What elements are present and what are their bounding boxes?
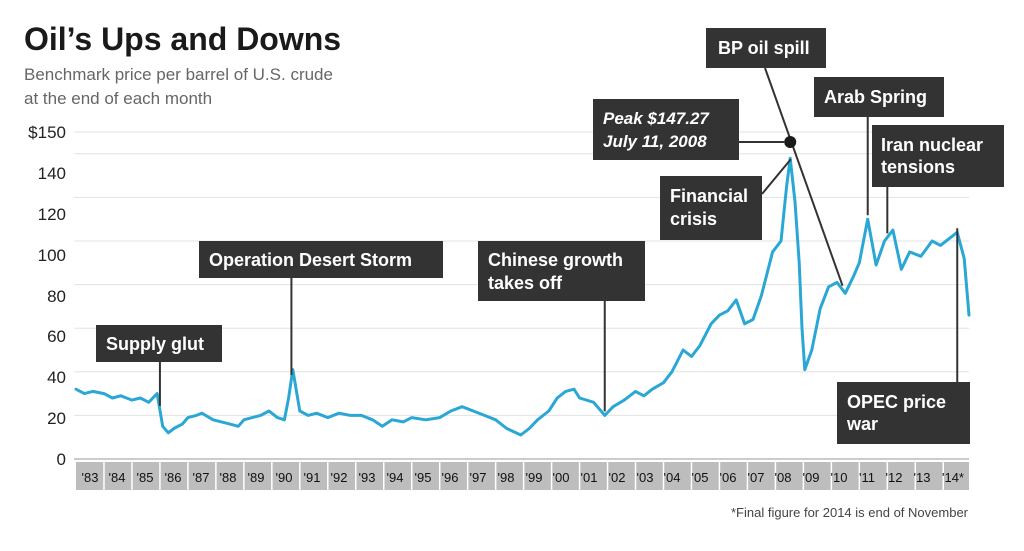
chart-subtitle-line-1: Benchmark price per barrel of U.S. crude — [24, 65, 333, 84]
x-tick-label: '95 — [415, 470, 432, 485]
annotation-text: tensions — [881, 157, 955, 177]
x-tick-label: '97 — [470, 470, 487, 485]
price-series-line — [74, 156, 971, 437]
x-tick-label: '09 — [803, 470, 820, 485]
x-tick-label: '92 — [331, 470, 348, 485]
y-tick-label: 140 — [38, 164, 66, 183]
x-axis-band — [76, 462, 969, 490]
annotation-text: OPEC price — [847, 392, 946, 412]
x-tick-label: '87 — [193, 470, 210, 485]
annotation-text: crisis — [670, 209, 717, 229]
annotation-chinese-growth: Chinese growth takes off — [478, 241, 645, 301]
y-tick-label: 40 — [47, 368, 66, 387]
x-tick-label: '86 — [165, 470, 182, 485]
peak-marker — [784, 136, 797, 148]
y-tick-label: 0 — [57, 450, 66, 469]
annotation-text: Supply glut — [106, 334, 204, 354]
annotation-leader-line — [764, 67, 844, 287]
annotation-operation-desert-storm: Operation Desert Storm — [199, 241, 443, 278]
x-tick-label: '83 — [82, 470, 99, 485]
annotation-text: Financial — [670, 186, 748, 206]
x-tick-label: '96 — [442, 470, 459, 485]
annotation-text: Peak $147.27 — [603, 109, 710, 128]
annotation-box — [478, 241, 645, 301]
annotation-opec-price-war: OPEC price war — [837, 382, 970, 444]
annotation-box — [814, 77, 944, 117]
annotation-box — [872, 125, 1004, 187]
x-tick-label: '10 — [831, 470, 848, 485]
annotation-box — [96, 325, 222, 362]
annotation-box — [199, 241, 443, 278]
y-tick-label: 100 — [38, 246, 66, 265]
annotation-text: Chinese growth — [488, 250, 623, 270]
annotation-text: Operation Desert Storm — [209, 250, 412, 270]
annotation-text: Iran nuclear — [881, 135, 983, 155]
chart-subtitle-line-2: at the end of each month — [24, 89, 212, 108]
x-tick-label: '98 — [498, 470, 515, 485]
annotation-leader-line — [761, 158, 792, 195]
annotation-arab-spring: Arab Spring — [814, 77, 944, 117]
x-tick-label: '85 — [137, 470, 154, 485]
annotation-text: Arab Spring — [824, 87, 927, 107]
x-tick-label: '00 — [553, 470, 570, 485]
x-axis-ticks — [103, 462, 945, 490]
y-tick-label: 80 — [47, 287, 66, 306]
annotation-supply-glut: Supply glut — [96, 325, 222, 362]
x-tick-label: '01 — [581, 470, 598, 485]
annotation-text: BP oil spill — [718, 38, 810, 58]
y-tick-label: 20 — [47, 409, 66, 428]
annotation-box — [593, 99, 739, 160]
annotation-leader-lines — [158, 67, 959, 412]
x-tick-label: '99 — [526, 470, 543, 485]
annotation-box — [837, 382, 970, 444]
y-tick-label: 120 — [38, 205, 66, 224]
x-tick-label: '11 — [859, 470, 875, 485]
x-tick-label: '84 — [109, 470, 126, 485]
annotation-text: war — [846, 414, 878, 434]
y-axis-labels: $150 140 120 100 80 60 40 20 0 — [28, 123, 66, 469]
y-tick-label: 60 — [47, 327, 66, 346]
x-tick-label: '08 — [775, 470, 792, 485]
annotation-peak: Peak $147.27 July 11, 2008 — [593, 99, 797, 160]
x-tick-label: '91 — [304, 470, 321, 485]
x-axis-labels: '83 '84 '85 '86 '87 '88 '89 '90 '91 '92 … — [82, 470, 964, 485]
annotation-financial-crisis: Financial crisis — [660, 176, 762, 240]
x-tick-label: '03 — [637, 470, 654, 485]
footnote: *Final figure for 2014 is end of Novembe… — [731, 505, 969, 520]
x-tick-label: '14* — [942, 470, 964, 485]
x-tick-label: '93 — [359, 470, 376, 485]
x-tick-label: '07 — [748, 470, 765, 485]
annotation-iran-nuclear-tensions: Iran nuclear tensions — [872, 125, 1004, 187]
x-tick-label: '05 — [692, 470, 709, 485]
annotation-box — [706, 28, 826, 68]
x-tick-label: '12 — [886, 470, 903, 485]
y-tick-label: $150 — [28, 123, 66, 142]
x-tick-label: '90 — [276, 470, 293, 485]
x-tick-label: '89 — [248, 470, 265, 485]
annotation-text: July 11, 2008 — [603, 132, 707, 151]
chart-title: Oil’s Ups and Downs — [24, 21, 341, 57]
x-tick-label: '02 — [609, 470, 626, 485]
x-tick-label: '94 — [387, 470, 404, 485]
annotation-box — [660, 176, 762, 240]
x-tick-label: '13 — [914, 470, 931, 485]
x-tick-label: '04 — [664, 470, 681, 485]
x-tick-label: '88 — [220, 470, 237, 485]
x-tick-label: '06 — [720, 470, 737, 485]
annotation-bp-oil-spill: BP oil spill — [706, 28, 826, 68]
annotation-text: takes off — [488, 273, 563, 293]
